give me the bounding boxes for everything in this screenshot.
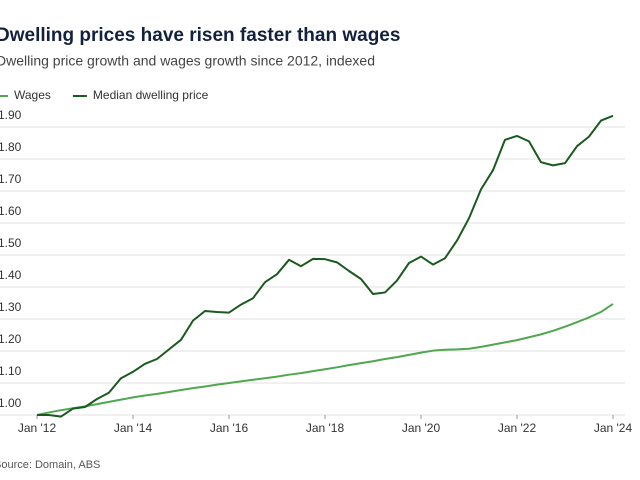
- x-tick-label: Jan '18: [306, 421, 345, 435]
- x-tick-label: Jan '24: [594, 421, 633, 435]
- x-tick-label: Jan '16: [210, 421, 249, 435]
- x-tick-label: Jan '14: [114, 421, 153, 435]
- y-tick-label: 1.10: [0, 364, 22, 378]
- chart-title: Dwelling prices have risen faster than w…: [0, 25, 400, 46]
- y-tick-label: 1.60: [0, 204, 22, 218]
- source: Source: Domain, ABS: [0, 459, 100, 471]
- legend-label: Median dwelling price: [93, 88, 209, 102]
- legend-label: Wages: [14, 88, 51, 102]
- y-tick-label: 1.30: [0, 300, 22, 314]
- x-tick-label: Jan '22: [498, 421, 537, 435]
- y-tick-label: 1.80: [0, 140, 22, 154]
- x-tick-label: Jan '12: [18, 421, 57, 435]
- y-tick-label: 1.70: [0, 172, 22, 186]
- y-tick-label: 1.00: [0, 396, 22, 410]
- y-tick-label: 1.50: [0, 236, 22, 250]
- data-line: [37, 114, 614, 418]
- y-tick-label: 1.40: [0, 268, 22, 282]
- y-tick-label: 1.20: [0, 332, 22, 346]
- data-line: [36, 303, 614, 416]
- x-tick-label: Jan '20: [402, 421, 441, 435]
- chart-subtitle: Dwelling price growth and wages growth s…: [0, 53, 375, 69]
- y-tick-label: 1.90: [0, 108, 22, 122]
